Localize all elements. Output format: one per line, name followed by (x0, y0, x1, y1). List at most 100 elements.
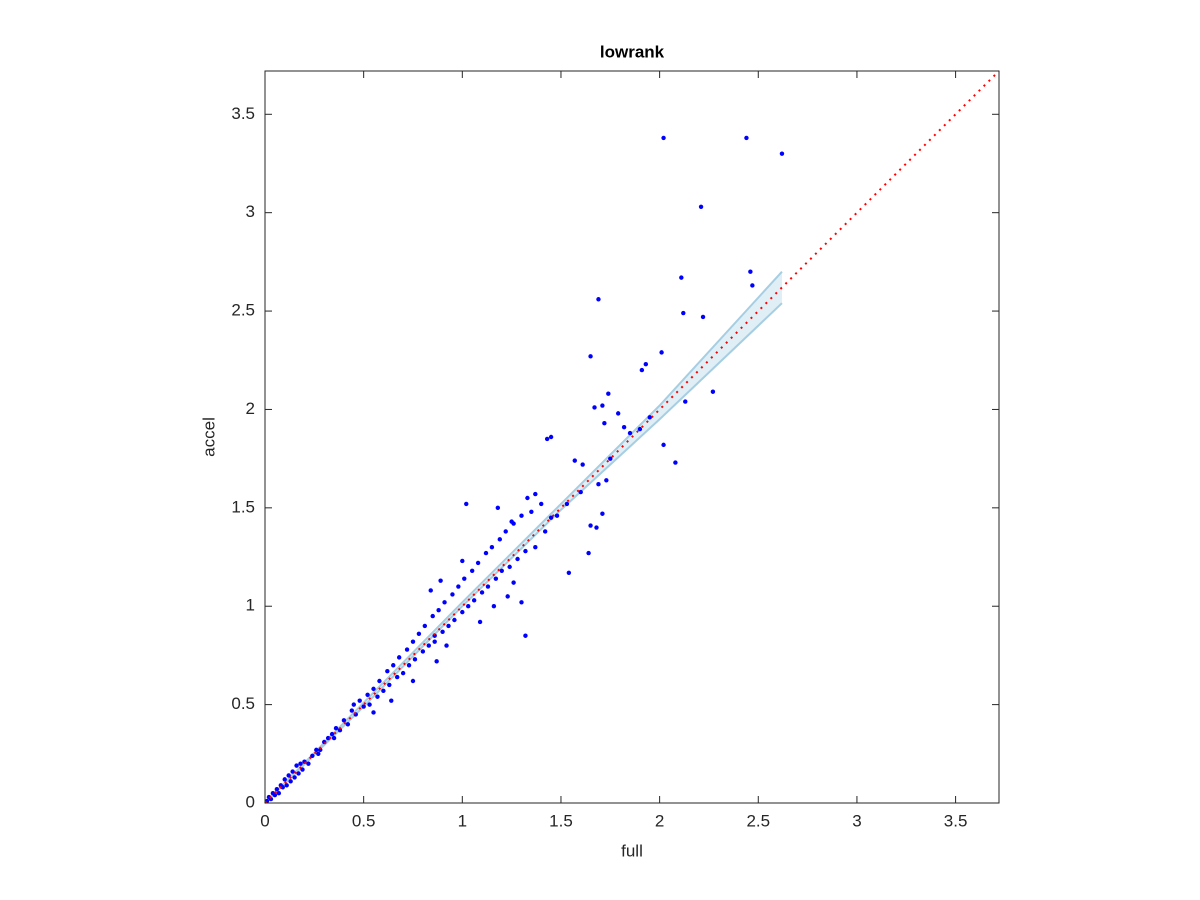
point (385, 668, 390, 674)
y-tick-label: 2.5 (231, 301, 255, 320)
point (710, 389, 716, 394)
point (462, 576, 467, 581)
point (606, 391, 611, 396)
point (698, 204, 704, 209)
point (464, 501, 469, 507)
point (661, 135, 666, 141)
point (318, 747, 323, 753)
point (314, 747, 319, 753)
point (436, 607, 441, 613)
x-tick-label: 0 (260, 811, 269, 830)
point (594, 525, 599, 530)
axes-box (264, 70, 1000, 804)
point (509, 519, 514, 524)
point (367, 702, 372, 707)
point (288, 779, 293, 784)
x-tick-label: 1.5 (549, 811, 573, 830)
point (286, 773, 291, 778)
point (491, 604, 497, 609)
point (539, 501, 544, 507)
point (592, 405, 597, 410)
point (679, 275, 684, 280)
point (428, 588, 433, 593)
point (750, 283, 755, 288)
point (659, 350, 664, 355)
x-axis-label: full (621, 841, 643, 860)
point (325, 735, 331, 741)
y-tick-label: 1 (246, 596, 255, 615)
x-tick-label: 1 (458, 811, 467, 830)
point (365, 692, 370, 697)
point (375, 694, 380, 699)
point (268, 796, 274, 802)
y-tick-label: 0.5 (231, 694, 255, 713)
point (345, 722, 351, 727)
point (426, 643, 431, 648)
point (381, 688, 386, 694)
point (475, 560, 481, 566)
x-tick-label: 0.5 (352, 811, 376, 830)
point (602, 421, 607, 426)
point (744, 135, 749, 141)
point (495, 505, 501, 511)
point (515, 556, 520, 562)
point (596, 297, 601, 302)
point (396, 655, 402, 660)
point (499, 568, 504, 574)
point (533, 544, 538, 550)
point (387, 682, 392, 688)
point (337, 727, 343, 733)
point (406, 663, 412, 668)
point (456, 584, 461, 589)
point (296, 771, 301, 776)
point (357, 698, 362, 703)
point (410, 678, 416, 684)
point (290, 769, 295, 774)
point (683, 399, 688, 404)
point (479, 590, 485, 595)
y-tick-label: 2 (246, 399, 255, 418)
point (529, 509, 534, 514)
point (460, 609, 465, 615)
x-tick-label: 2.5 (746, 811, 770, 830)
point (523, 633, 528, 638)
x-tick-label: 3 (852, 811, 861, 830)
point (400, 670, 406, 676)
point (471, 598, 477, 603)
point (329, 731, 335, 737)
point (548, 434, 554, 440)
point (519, 600, 524, 605)
point (493, 576, 499, 581)
point (533, 491, 538, 497)
point (588, 523, 593, 528)
reference-line (264, 70, 1000, 804)
band-edge (264, 271, 783, 804)
point (586, 550, 591, 556)
point (444, 643, 449, 648)
y-tick-label: 0 (246, 792, 255, 811)
y-tick-label: 3 (246, 202, 255, 221)
point (483, 550, 489, 556)
point (410, 639, 416, 644)
point (503, 529, 508, 534)
point (294, 763, 299, 768)
point (280, 785, 285, 790)
point (331, 735, 337, 741)
point (394, 674, 400, 680)
point (377, 678, 382, 684)
point (274, 787, 280, 792)
point (430, 613, 435, 619)
point (681, 310, 686, 316)
y-axis-label: accel (199, 417, 218, 457)
point (466, 604, 471, 609)
point (292, 775, 297, 780)
point (578, 489, 583, 495)
point (485, 584, 491, 589)
point (566, 570, 572, 575)
point (511, 580, 516, 585)
point (404, 647, 410, 652)
point (497, 537, 503, 542)
point (523, 548, 528, 554)
point (639, 367, 645, 373)
point (647, 415, 652, 420)
